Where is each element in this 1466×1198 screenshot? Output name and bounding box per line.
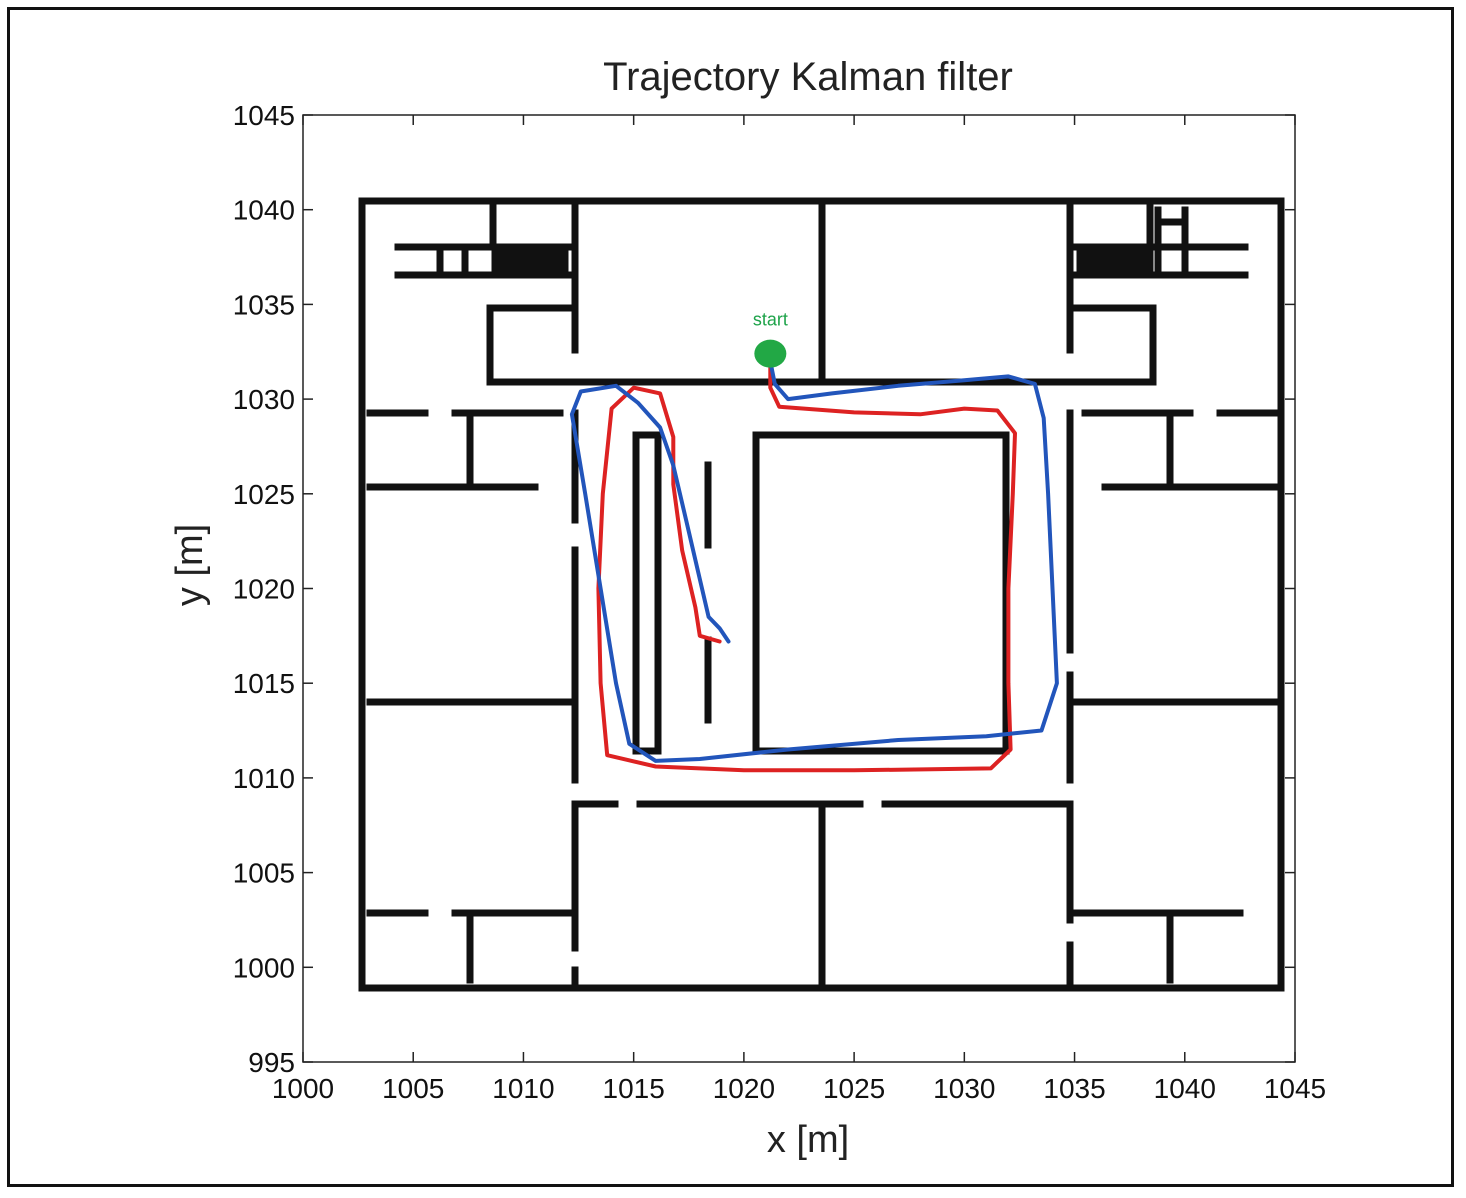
trajectory-line-1: [596, 357, 1017, 773]
y-tick-label: 1005: [233, 858, 295, 889]
y-tick-label: 1025: [233, 479, 295, 510]
y-tick-label: 1000: [233, 952, 295, 983]
x-tick-label: 1005: [382, 1073, 444, 1104]
y-tick-label: 1045: [233, 100, 295, 131]
x-tick-label: 1025: [823, 1073, 885, 1104]
x-tick-label: 1015: [603, 1073, 665, 1104]
y-tick-label: 995: [248, 1047, 295, 1078]
axes: 1000 1005 1010 1015 1020 1025 1030 1035 1040 1045…: [233, 100, 1326, 1104]
x-tick-label: 1040: [1154, 1073, 1216, 1104]
y-tick-label: 1010: [233, 763, 295, 794]
x-tick-label: 1045: [1264, 1073, 1326, 1104]
x-tick-label: 1020: [713, 1073, 775, 1104]
annotation-layer: start: [753, 310, 788, 368]
y-tick-label: 1040: [233, 195, 295, 226]
x-tick-label: 1030: [933, 1073, 995, 1104]
start-point-marker: [754, 339, 787, 368]
start-annotation: start: [753, 310, 788, 330]
x-tick-label: 1035: [1043, 1073, 1105, 1104]
series-layer: [569, 357, 1059, 773]
y-tick-label: 1030: [233, 384, 295, 415]
x-tick-label: 1010: [492, 1073, 554, 1104]
chart-title: Trajectory Kalman filter: [603, 55, 1013, 99]
figure-frame: [7, 7, 1454, 1187]
y-tick-label: 1035: [233, 289, 295, 320]
y-tick-label: 1020: [233, 574, 295, 605]
x-axis-label: x [m]: [767, 1119, 849, 1161]
x-tick-label: 1000: [272, 1073, 334, 1104]
y-tick-label: 1015: [233, 668, 295, 699]
trajectory-line-2: [569, 359, 1059, 763]
y-axis-label: y [m]: [169, 524, 211, 606]
